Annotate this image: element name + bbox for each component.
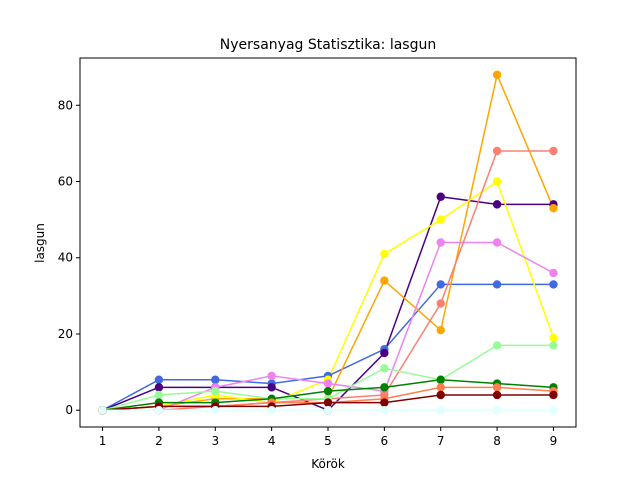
data-point (154, 375, 164, 384)
y-axis-label: lasgun (33, 223, 47, 263)
data-point (549, 280, 558, 289)
data-point (549, 268, 558, 278)
x-tick-label: 9 (550, 434, 558, 448)
data-point (380, 276, 389, 285)
data-point (323, 379, 333, 388)
plot-frame (79, 57, 577, 428)
y-tick-label: 0 (65, 403, 73, 417)
data-point (323, 398, 333, 407)
data-point (549, 333, 558, 342)
x-tick-label: 1 (99, 434, 107, 448)
data-point (492, 146, 502, 156)
data-point (492, 341, 502, 350)
data-point (549, 390, 558, 400)
data-point (436, 238, 445, 247)
data-point (492, 406, 502, 415)
data-point (380, 398, 389, 407)
x-tick-label: 5 (324, 434, 332, 448)
data-point (380, 249, 389, 259)
x-tick-label: 4 (268, 434, 276, 448)
y-tick-label: 80 (58, 98, 73, 112)
data-point (323, 406, 333, 415)
x-tick-label: 6 (381, 434, 389, 448)
data-point (380, 406, 389, 415)
data-point (380, 364, 389, 373)
data-point (549, 341, 558, 350)
data-point (492, 280, 502, 289)
x-tick-label: 7 (437, 434, 445, 448)
y-tick-label: 60 (58, 175, 73, 189)
data-point (436, 215, 445, 224)
plot-area: 1 2 3 4 5 6 7 8 9 0 20 40 60 80 (58, 57, 577, 448)
data-point (549, 406, 558, 415)
data-point (549, 146, 558, 156)
data-point (154, 383, 164, 392)
data-point (492, 200, 502, 209)
data-point (436, 192, 445, 201)
data-point (267, 371, 276, 381)
data-point (154, 390, 164, 400)
data-point (492, 177, 502, 186)
data-point (436, 406, 445, 415)
x-axis-label: Körök (311, 457, 345, 471)
y-tick-label: 40 (58, 251, 73, 265)
data-point (211, 406, 220, 415)
data-point (267, 406, 276, 415)
data-point (436, 325, 445, 335)
data-point (436, 383, 445, 392)
data-point (436, 375, 445, 384)
data-point (380, 383, 389, 392)
data-point (323, 386, 333, 396)
x-tick-label: 8 (493, 434, 501, 448)
x-tick-label: 3 (211, 434, 219, 448)
y-tick-label: 20 (58, 327, 73, 341)
data-point (267, 383, 276, 392)
data-point (98, 406, 107, 415)
data-point (492, 70, 502, 79)
chart-title: Nyersanyag Statisztika: lasgun (220, 37, 436, 53)
data-point (211, 386, 220, 396)
data-point (211, 375, 220, 384)
data-point (492, 390, 502, 400)
data-point (154, 406, 164, 415)
x-tick-label: 2 (155, 434, 163, 448)
data-point (549, 203, 558, 213)
data-point (380, 348, 389, 358)
data-point (436, 390, 445, 400)
data-point (492, 238, 502, 247)
data-point (436, 280, 445, 289)
data-point (436, 299, 445, 308)
data-point (492, 383, 502, 392)
